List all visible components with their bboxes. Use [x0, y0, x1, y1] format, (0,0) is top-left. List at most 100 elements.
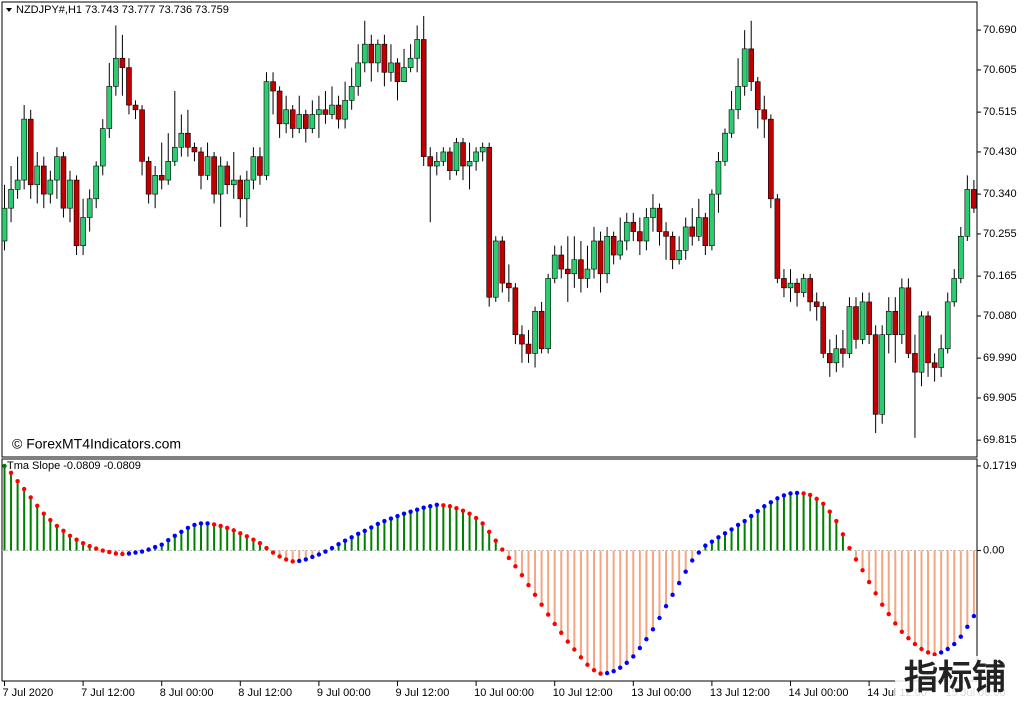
candle-body	[879, 334, 886, 415]
x-tick-label: 7 Jul 12:00	[81, 687, 135, 699]
slope-dot	[618, 665, 623, 670]
symbol-header: NZDJPY#,H1 73.743 73.777 73.736 73.759	[16, 4, 229, 16]
candle-body	[145, 161, 152, 195]
slope-dot	[604, 670, 610, 676]
slope-dot	[408, 509, 413, 514]
slope-dot	[801, 491, 806, 496]
candle-body	[709, 193, 715, 246]
slope-dot	[899, 629, 905, 634]
candle-body	[67, 179, 73, 209]
candle-body	[27, 118, 34, 186]
candle-body	[722, 132, 728, 162]
candle-body	[957, 235, 964, 279]
slope-dot	[139, 549, 145, 554]
slope-dot	[945, 646, 950, 652]
slope-dot	[336, 541, 341, 547]
slope-dot	[807, 492, 813, 498]
y-tick-label: 70.165	[983, 270, 1017, 282]
slope-dot	[866, 579, 872, 585]
slope-dot	[873, 591, 878, 596]
candle-body	[217, 165, 224, 195]
slope-dot	[912, 641, 918, 647]
slope-dot	[447, 504, 453, 509]
candle-body	[656, 207, 663, 232]
slope-dot	[650, 627, 656, 632]
candle-body	[538, 310, 545, 350]
y-tick-label: 0.00	[983, 544, 1004, 556]
candle-body	[748, 48, 755, 82]
slope-dot	[100, 548, 105, 553]
candle-body	[427, 156, 434, 167]
slope-dot	[414, 507, 420, 512]
slope-dot	[8, 470, 14, 475]
candle-body	[695, 217, 702, 237]
candle-body	[676, 250, 682, 261]
slope-dot	[925, 650, 931, 655]
candle-body	[198, 151, 204, 176]
candle-body	[244, 179, 250, 200]
indicator-pane	[1, 458, 978, 682]
y-tick-label: 70.340	[983, 188, 1017, 200]
candle-body	[715, 161, 722, 195]
candle-body	[833, 348, 840, 364]
candle-body	[257, 156, 263, 176]
slope-dot	[768, 500, 774, 505]
candle-body	[971, 189, 977, 209]
slope-dot	[54, 523, 60, 529]
slope-dot	[487, 529, 492, 535]
slope-dot	[192, 522, 197, 528]
slope-dot	[244, 534, 250, 539]
slope-dot	[205, 521, 210, 526]
slope-dot	[539, 602, 544, 607]
y-tick-label: 70.515	[983, 106, 1017, 118]
slope-dot	[513, 564, 518, 569]
slope-dot	[342, 538, 348, 543]
slope-dot	[133, 550, 138, 555]
candle-body	[545, 278, 551, 350]
candle-body	[912, 353, 918, 373]
candle-body	[630, 221, 637, 232]
slope-dot	[565, 639, 570, 644]
symbol-arrow	[6, 8, 12, 12]
candle-body	[447, 151, 453, 171]
candle-body	[401, 67, 407, 82]
candle-body	[853, 306, 859, 340]
slope-dot	[264, 545, 269, 551]
slope-dot	[480, 521, 485, 526]
slope-dot	[958, 634, 963, 639]
slope-dot	[225, 525, 230, 531]
slope-dot	[545, 612, 551, 617]
candle-body	[826, 353, 833, 364]
slope-dot	[735, 522, 741, 528]
slope-dot	[21, 486, 27, 492]
y-tick-label: 70.605	[983, 64, 1017, 76]
y-tick-label: 69.905	[983, 392, 1017, 404]
candle-body	[407, 57, 414, 68]
candle-body	[597, 240, 604, 275]
candle-body	[558, 254, 565, 270]
y-tick-label: 70.430	[983, 146, 1017, 158]
candle-body	[40, 165, 47, 195]
candle-body	[885, 310, 892, 335]
candle-body	[263, 81, 270, 176]
candle-body	[643, 217, 650, 242]
candle-body	[230, 179, 237, 186]
slope-dot	[94, 546, 99, 551]
slope-dot	[676, 580, 682, 586]
slope-dot	[709, 539, 715, 544]
candle-body	[650, 207, 656, 218]
slope-dot	[598, 671, 603, 676]
candle-body	[859, 301, 866, 340]
candle-body	[440, 151, 447, 162]
candle-body	[139, 109, 145, 162]
indicator-header: Tma Slope -0.0809 -0.0809	[7, 460, 141, 472]
slope-dot	[146, 547, 151, 552]
candle-body	[466, 161, 473, 167]
candle-body	[892, 310, 899, 335]
candle-body	[342, 100, 348, 120]
slope-dot	[238, 531, 243, 536]
candle-body	[473, 151, 479, 162]
slope-dot	[637, 645, 643, 651]
candle-body	[185, 132, 191, 148]
